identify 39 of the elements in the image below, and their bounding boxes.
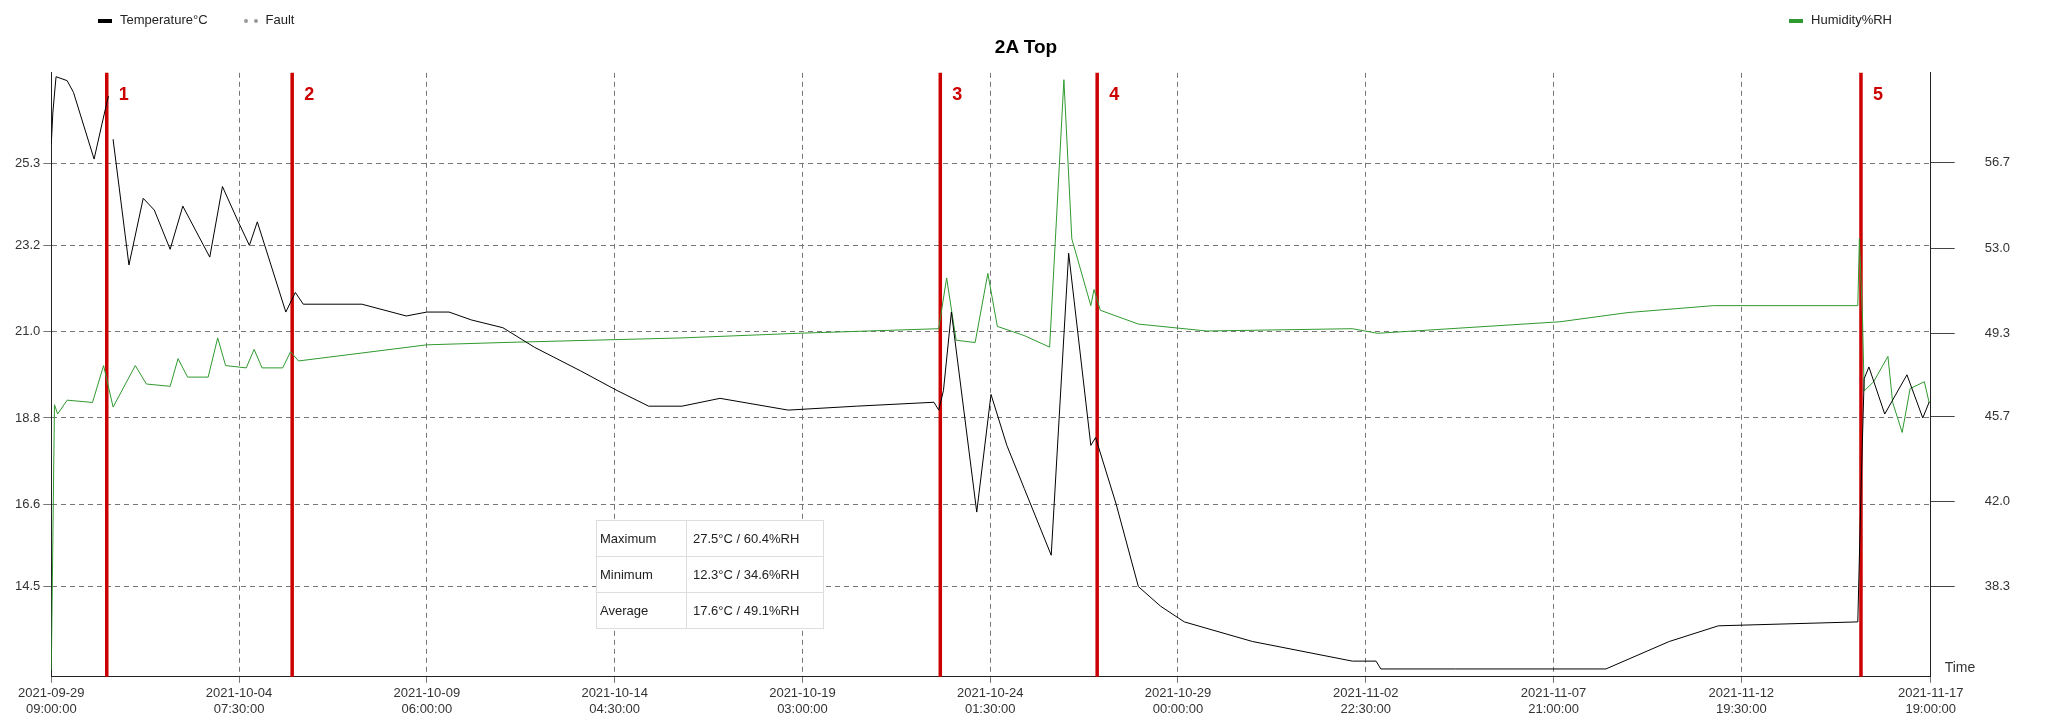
x-tick-label: 2021-11-02 22:30:00 bbox=[1333, 685, 1399, 716]
ref-line-label: 1 bbox=[118, 83, 129, 104]
y2-tick-label: 42.0 bbox=[1984, 493, 2011, 509]
x-tick-label: 2021-10-09 06:00:00 bbox=[393, 685, 461, 716]
y2-tick-label: 45.7 bbox=[1984, 407, 2011, 423]
ref-line-label: 4 bbox=[1109, 83, 1120, 104]
ref-line-label: 3 bbox=[952, 83, 963, 104]
x-axis-title: Time bbox=[1944, 658, 1976, 675]
y2-tick-label: 49.3 bbox=[1984, 324, 2011, 340]
x-tick-label: 2021-10-24 01:30:00 bbox=[956, 685, 1024, 716]
x-tick-label: 2021-10-14 04:30:00 bbox=[581, 685, 648, 716]
x-tick-label: 2021-09-29 09:00:00 bbox=[18, 685, 85, 716]
y-tick-label: 18.8 bbox=[14, 409, 41, 425]
y2-tick-label: 56.7 bbox=[1984, 154, 2011, 170]
annotation: 17.6°C / 49.1%RH bbox=[692, 603, 800, 618]
chart-title: 2A Top bbox=[994, 35, 1058, 57]
y-tick-label: 23.2 bbox=[14, 236, 41, 252]
annotation: 27.5°C / 60.4%RH bbox=[692, 531, 800, 546]
x-tick-label: 2021-10-19 03:00:00 bbox=[769, 685, 836, 716]
annotation: Minimum bbox=[597, 557, 687, 592]
legend-label: Fault bbox=[264, 12, 295, 27]
x-tick-label: 2021-11-07 21:00:00 bbox=[1520, 685, 1587, 716]
y2-tick-label: 38.3 bbox=[1984, 578, 2011, 594]
y-tick-label: 25.3 bbox=[14, 154, 41, 170]
annotation: Maximum bbox=[597, 521, 687, 556]
x-tick-label: 2021-10-04 07:30:00 bbox=[205, 685, 273, 716]
annotation: Average bbox=[597, 593, 687, 628]
legend-label: Humidity%RH bbox=[1810, 12, 1892, 27]
ref-line-label: 5 bbox=[1872, 83, 1883, 104]
x-tick-label: 2021-11-12 19:30:00 bbox=[1708, 685, 1775, 716]
y2-tick-label: 53.0 bbox=[1984, 239, 2011, 255]
y-tick-label: 14.5 bbox=[14, 578, 41, 594]
ref-line-label: 2 bbox=[304, 83, 315, 104]
x-tick-label: 2021-11-17 19:00:00 bbox=[1897, 685, 1964, 716]
legend-label: Temperature°C bbox=[119, 12, 208, 27]
annotation: 12.3°C / 34.6%RH bbox=[692, 567, 800, 582]
x-tick-label: 2021-10-29 00:00:00 bbox=[1144, 685, 1212, 716]
y-tick-label: 16.6 bbox=[14, 495, 41, 511]
y-tick-label: 21.0 bbox=[14, 323, 41, 339]
